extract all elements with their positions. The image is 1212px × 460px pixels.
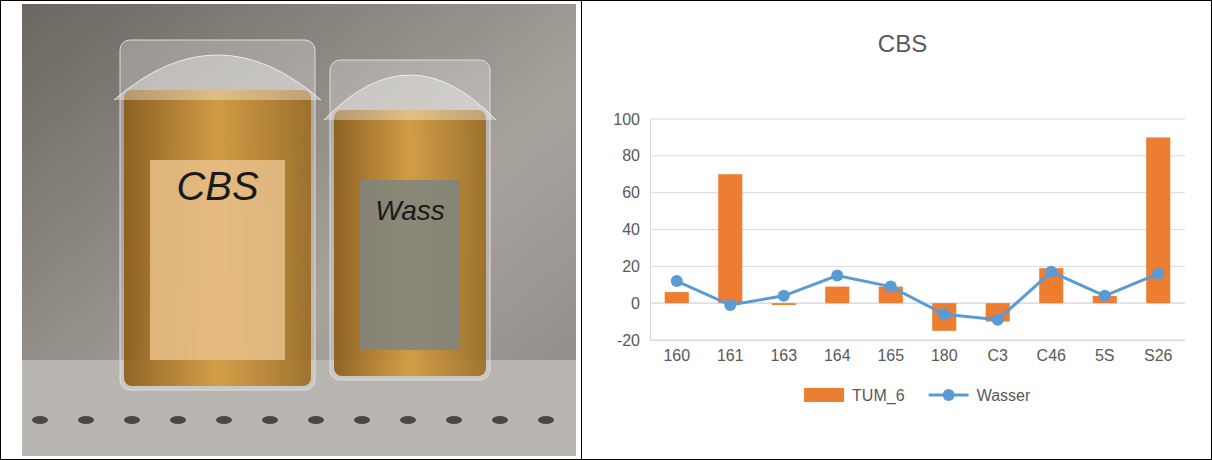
bar [932, 303, 956, 331]
grid-line [650, 119, 1185, 120]
x-tick: S26 [1144, 340, 1173, 364]
marker [1099, 290, 1111, 302]
x-tick: 160 [663, 340, 690, 364]
plot-area [665, 137, 1171, 330]
table-frame [1, 0, 1212, 460]
marker [724, 299, 736, 311]
liquid [124, 90, 311, 386]
legend-swatch [804, 388, 844, 402]
shelf-hole [170, 416, 186, 424]
y-tick-label: 40 [622, 221, 640, 238]
y-tick-label: 60 [622, 184, 640, 201]
y-tick-label: -20 [617, 332, 640, 349]
marker [992, 314, 1004, 326]
marker [831, 270, 843, 282]
legend-item: TUM_6 [804, 387, 905, 405]
x-tick-label: C46 [1037, 347, 1066, 364]
x-tick-label: C3 [988, 347, 1009, 364]
marker [1045, 266, 1057, 278]
grid [650, 119, 1185, 340]
x-tick: C3 [988, 340, 1009, 364]
x-tick-label: 5S [1095, 347, 1115, 364]
y-tick: 0 [631, 295, 650, 312]
y-tick: -20 [617, 332, 650, 349]
marker [671, 275, 683, 287]
plastic-wrap [324, 75, 496, 120]
plastic-wrap [114, 55, 321, 100]
x-tick-label: 160 [663, 347, 690, 364]
x-tick-label: 180 [931, 347, 958, 364]
table-border [1, 1, 1212, 460]
x-tick: C46 [1037, 340, 1066, 364]
shelf-hole [124, 416, 140, 424]
marker [938, 308, 950, 320]
shelf-hole [216, 416, 232, 424]
grid-line [650, 340, 1185, 341]
x-tick-label: S26 [1144, 347, 1173, 364]
photo-label: Wass [375, 195, 445, 226]
x-tick-label: 163 [770, 347, 797, 364]
photo-label: CBS [176, 164, 259, 208]
y-tick-label: 100 [613, 111, 640, 128]
marker [1152, 268, 1164, 280]
canvas: CBS Wass CBS -20 0 20 40 60 80 100 160 161 163 164 165… [0, 0, 1212, 460]
legend-label: Wasser [977, 387, 1031, 404]
y-tick-label: 80 [622, 147, 640, 164]
y-tick: 80 [622, 147, 650, 164]
legend-item: Wasser [929, 387, 1031, 404]
photo-background [22, 4, 576, 456]
x-tick-label: 164 [824, 347, 851, 364]
shelf-hole [32, 416, 48, 424]
x-tick: 5S [1095, 340, 1115, 364]
x-axis-line [651, 340, 1186, 341]
bar [718, 174, 742, 303]
x-tick: 165 [877, 340, 904, 364]
shelf-hole [446, 416, 462, 424]
bar [772, 303, 796, 305]
y-tick-label: 0 [631, 295, 640, 312]
y-tick: 60 [622, 184, 650, 201]
y-tick: 100 [613, 111, 650, 128]
legend: TUM_6 Wasser [804, 387, 1031, 405]
shelf-hole [78, 416, 94, 424]
bar [825, 287, 849, 304]
line [677, 272, 1159, 320]
x-tick-label: 165 [877, 347, 904, 364]
chart-title: CBS [878, 30, 927, 57]
legend-label: TUM_6 [852, 387, 905, 405]
x-tick: 164 [824, 340, 851, 364]
x-tick-label: 161 [717, 347, 744, 364]
x-tick: 161 [717, 340, 744, 364]
shelf-hole [354, 416, 370, 424]
legend-marker [943, 389, 955, 401]
shelf-hole [492, 416, 508, 424]
sample-sheet [360, 180, 460, 350]
shelf-hole [400, 416, 416, 424]
x-axis: 160 161 163 164 165 180 C3 C46 5S S26 [651, 340, 1186, 364]
marker [778, 290, 790, 302]
y-tick-label: 20 [622, 258, 640, 275]
grid-line [650, 155, 1185, 156]
y-axis: -20 0 20 40 60 80 100 [613, 111, 650, 349]
liquid [334, 110, 486, 376]
marker [885, 281, 897, 293]
y-axis-line [650, 120, 651, 341]
photo: CBS Wass [22, 4, 576, 456]
shelf-hole [308, 416, 324, 424]
y-tick: 40 [622, 221, 650, 238]
bar [665, 292, 689, 303]
shelf-hole [538, 416, 554, 424]
x-tick: 180 [931, 340, 958, 364]
shelf-hole [262, 416, 278, 424]
sample-sheet [150, 160, 285, 360]
table-divider [581, 0, 582, 460]
x-tick: 163 [770, 340, 797, 364]
y-tick: 20 [622, 258, 650, 275]
